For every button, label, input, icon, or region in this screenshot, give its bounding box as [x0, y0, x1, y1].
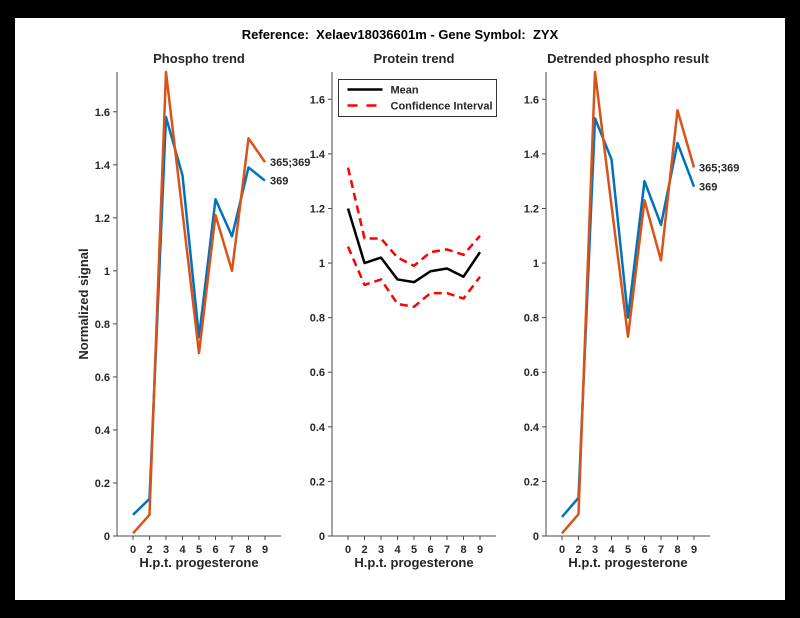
x-tick-label: 6	[212, 544, 218, 556]
x-tick-label: 6	[427, 544, 433, 556]
x-tick-label: 9	[262, 544, 268, 556]
y-tick-label: 1	[533, 258, 539, 270]
x-tick-label: 2	[146, 544, 152, 556]
x-tick-label: 4	[394, 544, 401, 556]
x-tick-label: 9	[691, 544, 697, 556]
y-axis-label: Normalized signal	[76, 248, 91, 359]
y-tick-label: 0.6	[95, 372, 110, 384]
y-tick-label: 0.6	[524, 367, 539, 379]
x-tick-label: 0	[345, 544, 351, 556]
legend-box	[338, 79, 497, 117]
y-tick-label: 1.4	[310, 149, 326, 161]
x-tick-label: 8	[674, 544, 680, 556]
x-tick-label: 4	[179, 544, 186, 556]
x-axis-label: H.p.t. progesterone	[354, 555, 473, 570]
x-tick-label: 7	[229, 544, 235, 556]
panel-title: Protein trend	[374, 51, 455, 66]
y-tick-label: 1.6	[310, 94, 325, 106]
panel-title: Detrended phospho result	[547, 51, 709, 66]
y-tick-label: 0.8	[95, 319, 110, 331]
panel-title: Phospho trend	[153, 51, 245, 66]
figure-title: Reference: Xelaev18036601m - Gene Symbol…	[241, 27, 559, 42]
panel-phospho-trend: 00.20.40.60.811.21.41.60 2 3 4 5 6 7 8 9Phospho …	[76, 51, 310, 570]
x-tick-label: 5	[411, 544, 417, 556]
x-tick-label: 7	[658, 544, 664, 556]
x-tick-label: 3	[592, 544, 598, 556]
y-tick-label: 0.8	[524, 313, 539, 325]
line-end-label: 365;369	[270, 157, 310, 169]
x-tick-label: 0	[130, 544, 136, 556]
series-line-365-369	[132, 70, 267, 535]
x-tick-label: 3	[163, 544, 169, 556]
x-tick-label: 2	[575, 544, 581, 556]
y-tick-label: 1.4	[95, 160, 111, 172]
x-axis-label: H.p.t. progesterone	[568, 555, 687, 570]
x-tick-label: 7	[444, 544, 450, 556]
y-tick-label: 0.2	[310, 476, 325, 488]
y-tick-label: 1.6	[95, 107, 110, 119]
x-tick-label: 2	[361, 544, 367, 556]
y-tick-label: 1.2	[95, 213, 110, 225]
x-axis-label: H.p.t. progesterone	[139, 555, 258, 570]
panel-detrended-phospho-result: 00.20.40.60.811.21.41.60 2 3 4 5 6 7 8 9Detrende…	[524, 51, 740, 570]
y-tick-label: 1.2	[524, 203, 539, 215]
line-end-label: 365;369	[699, 163, 739, 175]
series-line-confidence-interval-upper	[346, 167, 481, 268]
y-tick-label: 1.2	[310, 203, 325, 215]
y-tick-label: 1	[104, 266, 110, 278]
y-tick-label: 1	[319, 258, 325, 270]
x-tick-label: 5	[196, 544, 202, 556]
y-tick-label: 0	[104, 531, 110, 543]
x-tick-label: 9	[477, 544, 483, 556]
series-line-mean	[346, 208, 482, 284]
y-tick-label: 0.4	[95, 425, 111, 437]
legend: Mean Confidence Interval	[338, 79, 497, 117]
legend-label: Mean	[391, 85, 419, 97]
y-tick-label: 0.8	[310, 313, 325, 325]
y-tick-label: 0.6	[310, 367, 325, 379]
y-tick-label: 1.4	[524, 149, 540, 161]
x-tick-label: 3	[378, 544, 384, 556]
y-tick-label: 0.2	[524, 476, 539, 488]
y-tick-label: 0	[319, 531, 325, 543]
y-tick-label: 0	[533, 531, 539, 543]
series-line-365-369	[561, 70, 696, 535]
y-tick-label: 0.4	[310, 422, 326, 434]
x-tick-label: 8	[245, 544, 251, 556]
series-line-confidence-interval-lower	[346, 246, 481, 308]
x-tick-label: 4	[608, 544, 615, 556]
line-end-label: 369	[699, 182, 717, 194]
legend-label: Confidence Interval	[391, 101, 493, 113]
y-tick-label: 0.4	[524, 422, 540, 434]
x-tick-label: 5	[625, 544, 631, 556]
x-tick-label: 0	[559, 544, 565, 556]
panel-protein-trend: 00.20.40.60.811.21.41.60 2 3 4 5 6 7 8 9Protein …	[310, 51, 497, 570]
y-tick-label: 0.2	[95, 478, 110, 490]
y-tick-label: 1.6	[524, 94, 539, 106]
x-tick-label: 6	[641, 544, 647, 556]
line-end-label: 369	[270, 176, 288, 188]
x-tick-label: 8	[460, 544, 466, 556]
